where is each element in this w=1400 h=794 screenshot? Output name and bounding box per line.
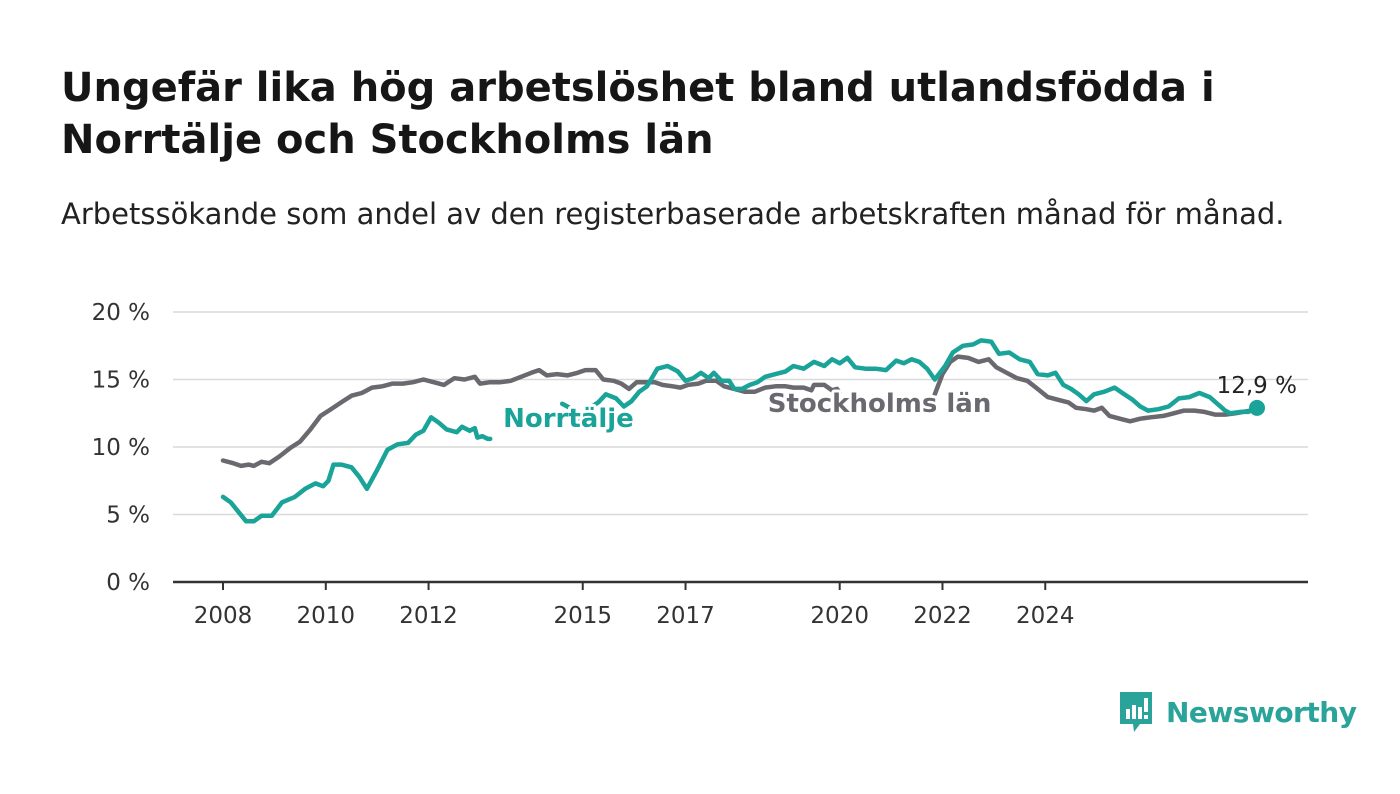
chart-title: Ungefär lika hög arbetslöshet bland utla… — [61, 65, 1215, 163]
series-label-norrtalje: Norrtälje — [503, 404, 634, 434]
series-line-norrtalje — [220, 338, 1260, 524]
x-tick-label: 2022 — [913, 603, 972, 629]
x-axis-ticks: 2008 2010 2012 2015 2017 2020 2022 2024 — [194, 582, 1075, 629]
chart-subtitle: Arbetssökande som andel av den registerb… — [61, 197, 1285, 231]
series-label-stockholm: Stockholms län — [768, 389, 992, 419]
end-point-marker — [1249, 399, 1265, 416]
newsworthy-wordmark: Newsworthy — [1166, 695, 1357, 729]
y-tick-label: 15 % — [92, 368, 150, 394]
x-tick-label: 2015 — [553, 603, 612, 629]
line-chart: 0 %5 %10 %15 %20 % 2008 2010 2012 2015 2017 2… — [92, 300, 1308, 629]
series-lines — [220, 338, 1265, 524]
newsworthy-chart-icon — [1120, 692, 1152, 732]
x-tick-label: 2024 — [1016, 603, 1075, 629]
y-axis-ticks: 0 % 5 % 10 % 15 % 20 % — [92, 300, 150, 596]
x-tick-label: 2012 — [399, 603, 458, 629]
series-line-stockholm — [220, 354, 1260, 469]
series-labels: 12,9 % Norrtälje Stockholms län — [500, 373, 1297, 437]
y-tick-label: 20 % — [92, 300, 150, 326]
x-tick-label: 2020 — [810, 603, 869, 629]
y-tick-label: 0 % — [106, 570, 150, 596]
y-tick-label: 5 % — [106, 503, 150, 529]
x-tick-label: 2008 — [194, 603, 253, 629]
gridlines — [173, 311, 1308, 584]
y-tick-label: 10 % — [92, 435, 150, 461]
x-tick-label: 2010 — [297, 603, 356, 629]
x-tick-label: 2017 — [656, 603, 715, 629]
newsworthy-logo: Newsworthy — [1118, 690, 1357, 734]
end-value-label: 12,9 % — [1217, 373, 1297, 399]
